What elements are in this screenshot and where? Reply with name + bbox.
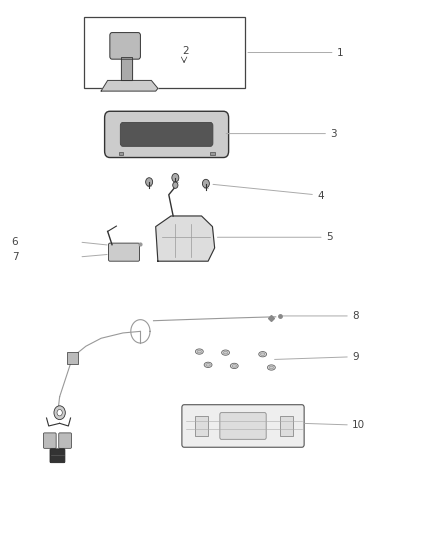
Ellipse shape [259, 352, 267, 357]
Ellipse shape [206, 364, 210, 366]
FancyBboxPatch shape [120, 123, 213, 147]
Ellipse shape [230, 364, 238, 368]
Circle shape [54, 406, 65, 419]
Ellipse shape [197, 350, 201, 353]
Text: 10: 10 [352, 420, 365, 430]
Ellipse shape [268, 365, 276, 370]
Circle shape [146, 177, 152, 186]
Text: 1: 1 [337, 47, 343, 58]
Text: 9: 9 [352, 352, 359, 362]
FancyBboxPatch shape [59, 433, 71, 448]
FancyBboxPatch shape [220, 413, 266, 439]
Ellipse shape [232, 365, 237, 367]
Ellipse shape [261, 353, 265, 356]
Polygon shape [155, 216, 215, 261]
Circle shape [172, 173, 179, 182]
Bar [84, 17, 245, 88]
Bar [280, 416, 293, 435]
FancyBboxPatch shape [50, 449, 65, 463]
Ellipse shape [223, 351, 228, 354]
Ellipse shape [204, 362, 212, 368]
Text: 2: 2 [182, 46, 188, 56]
FancyBboxPatch shape [182, 405, 304, 447]
Text: 4: 4 [317, 191, 324, 201]
Polygon shape [101, 80, 158, 91]
FancyBboxPatch shape [43, 433, 56, 448]
FancyBboxPatch shape [110, 33, 141, 59]
Ellipse shape [195, 349, 203, 354]
FancyBboxPatch shape [109, 243, 140, 261]
Bar [119, 152, 123, 155]
Polygon shape [121, 56, 132, 80]
Circle shape [173, 182, 178, 188]
Bar [210, 152, 215, 155]
Text: 8: 8 [352, 311, 359, 321]
Ellipse shape [222, 350, 230, 356]
Text: 3: 3 [330, 128, 337, 139]
Circle shape [57, 409, 62, 416]
FancyBboxPatch shape [67, 352, 78, 364]
Text: 7: 7 [12, 252, 18, 262]
Text: 6: 6 [12, 237, 18, 247]
Text: 5: 5 [326, 232, 332, 243]
Circle shape [202, 179, 209, 188]
FancyBboxPatch shape [105, 111, 229, 158]
Bar [195, 416, 208, 435]
Ellipse shape [269, 366, 274, 369]
